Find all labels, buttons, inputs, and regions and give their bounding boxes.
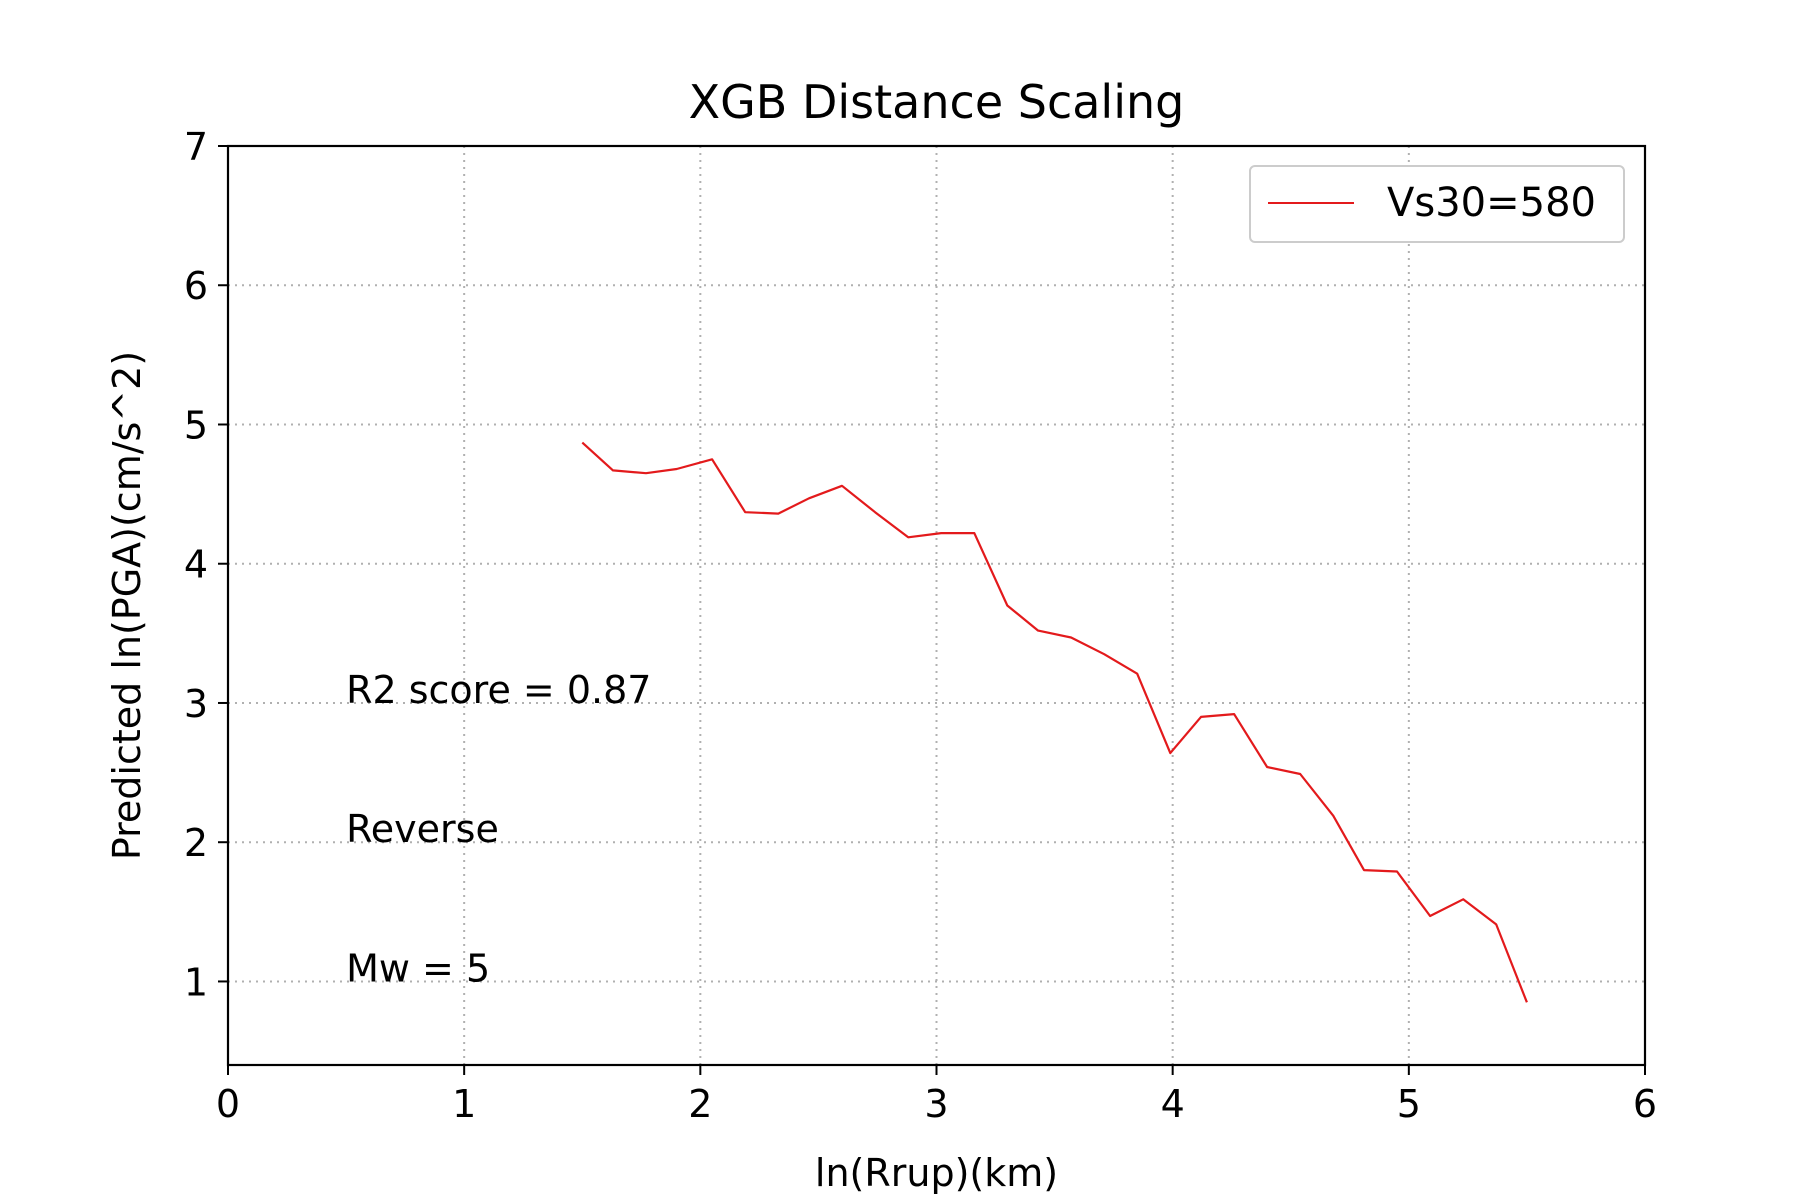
annotation-layer: R2 score = 0.87 Reverse Mw = 5: [346, 668, 651, 990]
series-layer: [581, 441, 1528, 1003]
x-tick-label: 0: [216, 1082, 240, 1126]
x-tick-label: 3: [924, 1082, 948, 1126]
grid-lines: [228, 146, 1645, 1065]
annotation-text: Reverse: [346, 807, 499, 851]
annotation-text: R2 score = 0.87: [346, 668, 651, 712]
legend-box: [1249, 165, 1625, 243]
x-tick-label: 4: [1161, 1082, 1185, 1126]
y-axis-label: Predicted ln(PGA)(cm/s^2): [105, 351, 149, 860]
x-tick-label: 2: [688, 1082, 712, 1126]
series-line: [581, 441, 1528, 1003]
plot-frame: [226, 144, 1647, 1067]
x-tick-label: 6: [1633, 1082, 1657, 1126]
y-tick-label: 7: [184, 125, 208, 169]
x-axis-label: ln(Rrup)(km): [815, 1151, 1058, 1195]
x-tick-label: 1: [452, 1082, 476, 1126]
y-tick-label: 4: [184, 543, 208, 587]
legend-label: Vs30=580: [1387, 180, 1596, 226]
y-tick-label: 1: [184, 960, 208, 1004]
tick-layer: 0 1 2 3 4 5 6 1 2 3 4 5 6 7: [184, 125, 1657, 1126]
annotation-text: Mw = 5: [346, 946, 490, 990]
y-tick-label: 3: [184, 682, 208, 726]
y-tick-label: 6: [184, 264, 208, 308]
y-tick-label: 2: [184, 821, 208, 865]
chart-title: XGB Distance Scaling: [689, 75, 1185, 129]
legend: Vs30=580: [1249, 165, 1625, 243]
y-tick-label: 5: [184, 403, 208, 447]
x-tick-label: 5: [1397, 1082, 1421, 1126]
